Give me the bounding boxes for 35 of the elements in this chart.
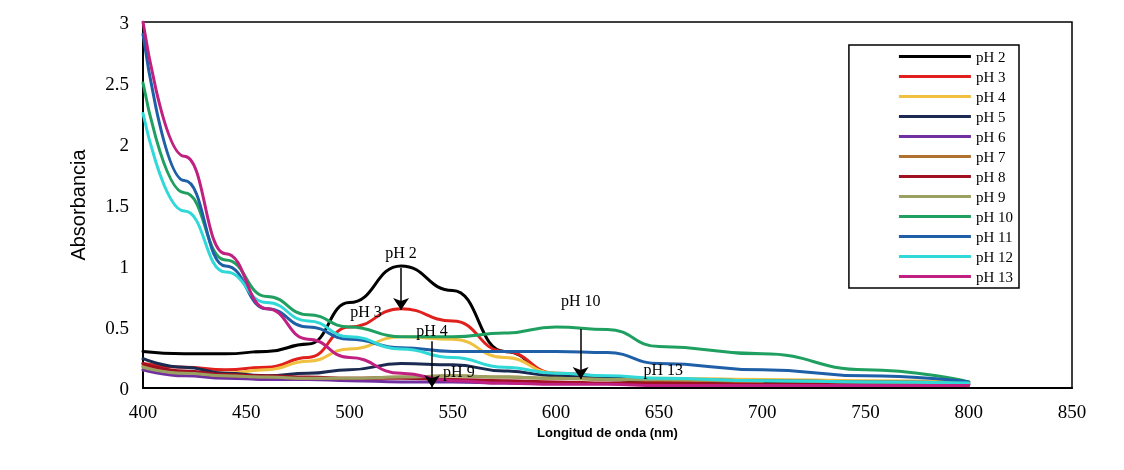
legend-label: pH 12 [975, 248, 1014, 265]
annotation: pH 10 [560, 291, 601, 310]
annotation: pH 2 [385, 243, 417, 262]
y-tick-label: 1 [119, 255, 129, 277]
legend-label: pH 4 [975, 88, 1006, 105]
legend-label: pH 10 [975, 208, 1014, 225]
x-tick-label: 400 [128, 401, 158, 422]
legend-label: pH 2 [975, 48, 1006, 65]
x-tick-label: 800 [954, 401, 984, 422]
x-tick-label: 550 [438, 401, 467, 422]
x-tick-label: 450 [231, 401, 261, 422]
legend-label: pH 8 [975, 168, 1006, 185]
legend-label: pH 11 [975, 228, 1013, 245]
legend-label: pH 7 [975, 148, 1006, 165]
y-tick-label: 1.5 [105, 194, 129, 216]
x-tick-label: 750 [851, 401, 880, 422]
y-tick-label: 2 [119, 133, 129, 155]
x-axis-title: Longitud de onda (nm) [537, 424, 678, 440]
annotation: pH 4 [416, 321, 448, 340]
annotation: pH 13 [643, 361, 684, 380]
x-tick-label: 600 [541, 401, 571, 422]
y-tick-label: 3 [119, 11, 129, 33]
y-axis-title: Absorbancia [67, 148, 89, 261]
y-tick-label: 0 [119, 377, 129, 399]
legend-label: pH 3 [975, 68, 1006, 85]
x-tick-label: 650 [644, 401, 674, 422]
x-tick-label: 500 [335, 401, 364, 422]
x-tick-label: 700 [748, 401, 777, 422]
legend-label: pH 6 [975, 128, 1006, 145]
legend-label: pH 13 [975, 268, 1014, 285]
x-tick-label: 850 [1057, 401, 1087, 422]
y-tick-label: 0.5 [105, 316, 129, 338]
legend-label: pH 9 [975, 188, 1006, 205]
y-tick-label: 2.5 [105, 72, 129, 94]
legend-label: pH 5 [975, 108, 1006, 125]
